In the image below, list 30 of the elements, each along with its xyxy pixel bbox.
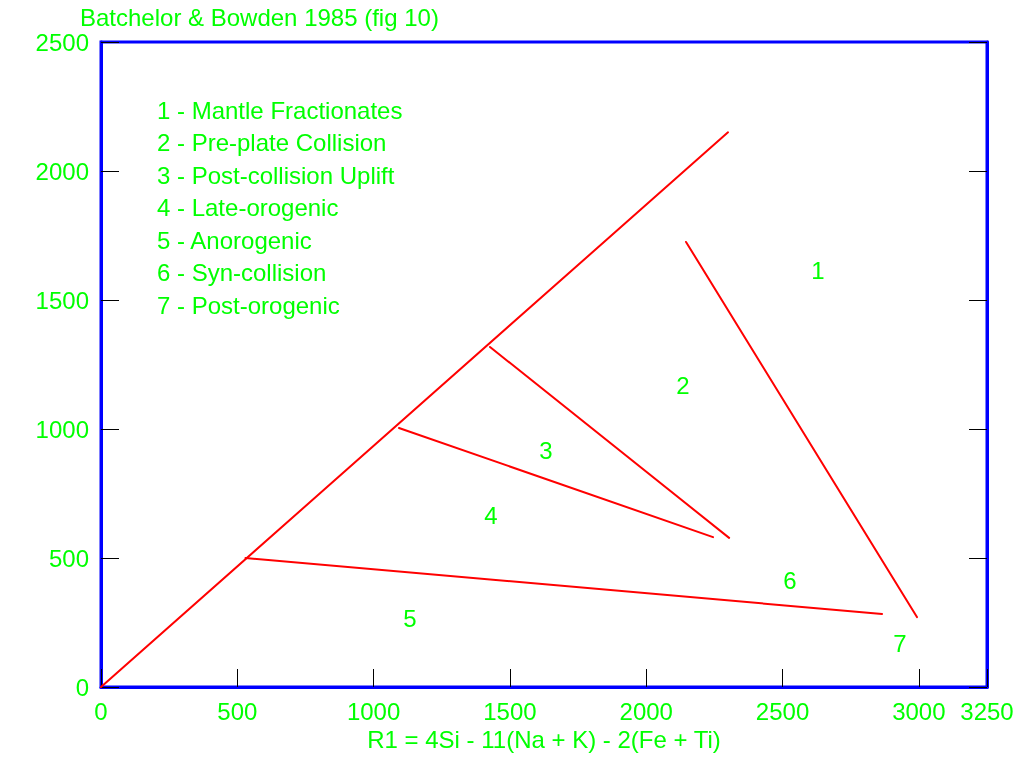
x-tick-label: 1500 <box>483 697 537 725</box>
annotation: 2 <box>676 371 690 399</box>
y-tick-label: 1000 <box>35 415 89 443</box>
annotation: 1 - Mantle Fractionates <box>157 96 403 124</box>
annotation: 7 - Post-orogenic <box>157 291 340 319</box>
annotation: 6 - Syn-collision <box>157 259 327 286</box>
y-tick-label: 2500 <box>35 28 89 56</box>
annotation: 1 <box>811 256 825 284</box>
y-tick-label: 1500 <box>35 286 89 314</box>
annotation: 3 - Post-collision Uplift <box>157 161 395 189</box>
annotation: 5 - Anorogenic <box>157 226 312 254</box>
x-tick-label: 3250 <box>960 697 1014 725</box>
annotation: 4 <box>484 501 498 529</box>
x-tick-label: 2500 <box>755 697 810 725</box>
annotation: 3 <box>539 436 553 464</box>
y-tick-label: 2000 <box>35 157 89 185</box>
annotation: 7 <box>893 629 907 657</box>
annotation: 2 - Pre-plate Collision <box>157 129 387 156</box>
x-tick-label: 2000 <box>619 697 673 725</box>
x-tick-label: 1000 <box>346 697 401 725</box>
x-tick-label: 500 <box>217 697 258 725</box>
x-tick-label: 3000 <box>892 697 946 725</box>
y-tick-label: 500 <box>48 544 89 572</box>
chart-title: Batchelor & Bowden 1985 (fig 10) <box>80 3 439 31</box>
y-tick-label: 0 <box>75 673 89 701</box>
annotation: 6 <box>783 566 797 594</box>
annotation: 5 <box>403 604 417 632</box>
x-axis-title: R1 = 4Si - 11(Na + K) - 2(Fe + Ti) <box>367 726 721 754</box>
annotation: 4 - Late-orogenic <box>157 194 339 221</box>
x-tick-label: 0 <box>94 697 108 725</box>
